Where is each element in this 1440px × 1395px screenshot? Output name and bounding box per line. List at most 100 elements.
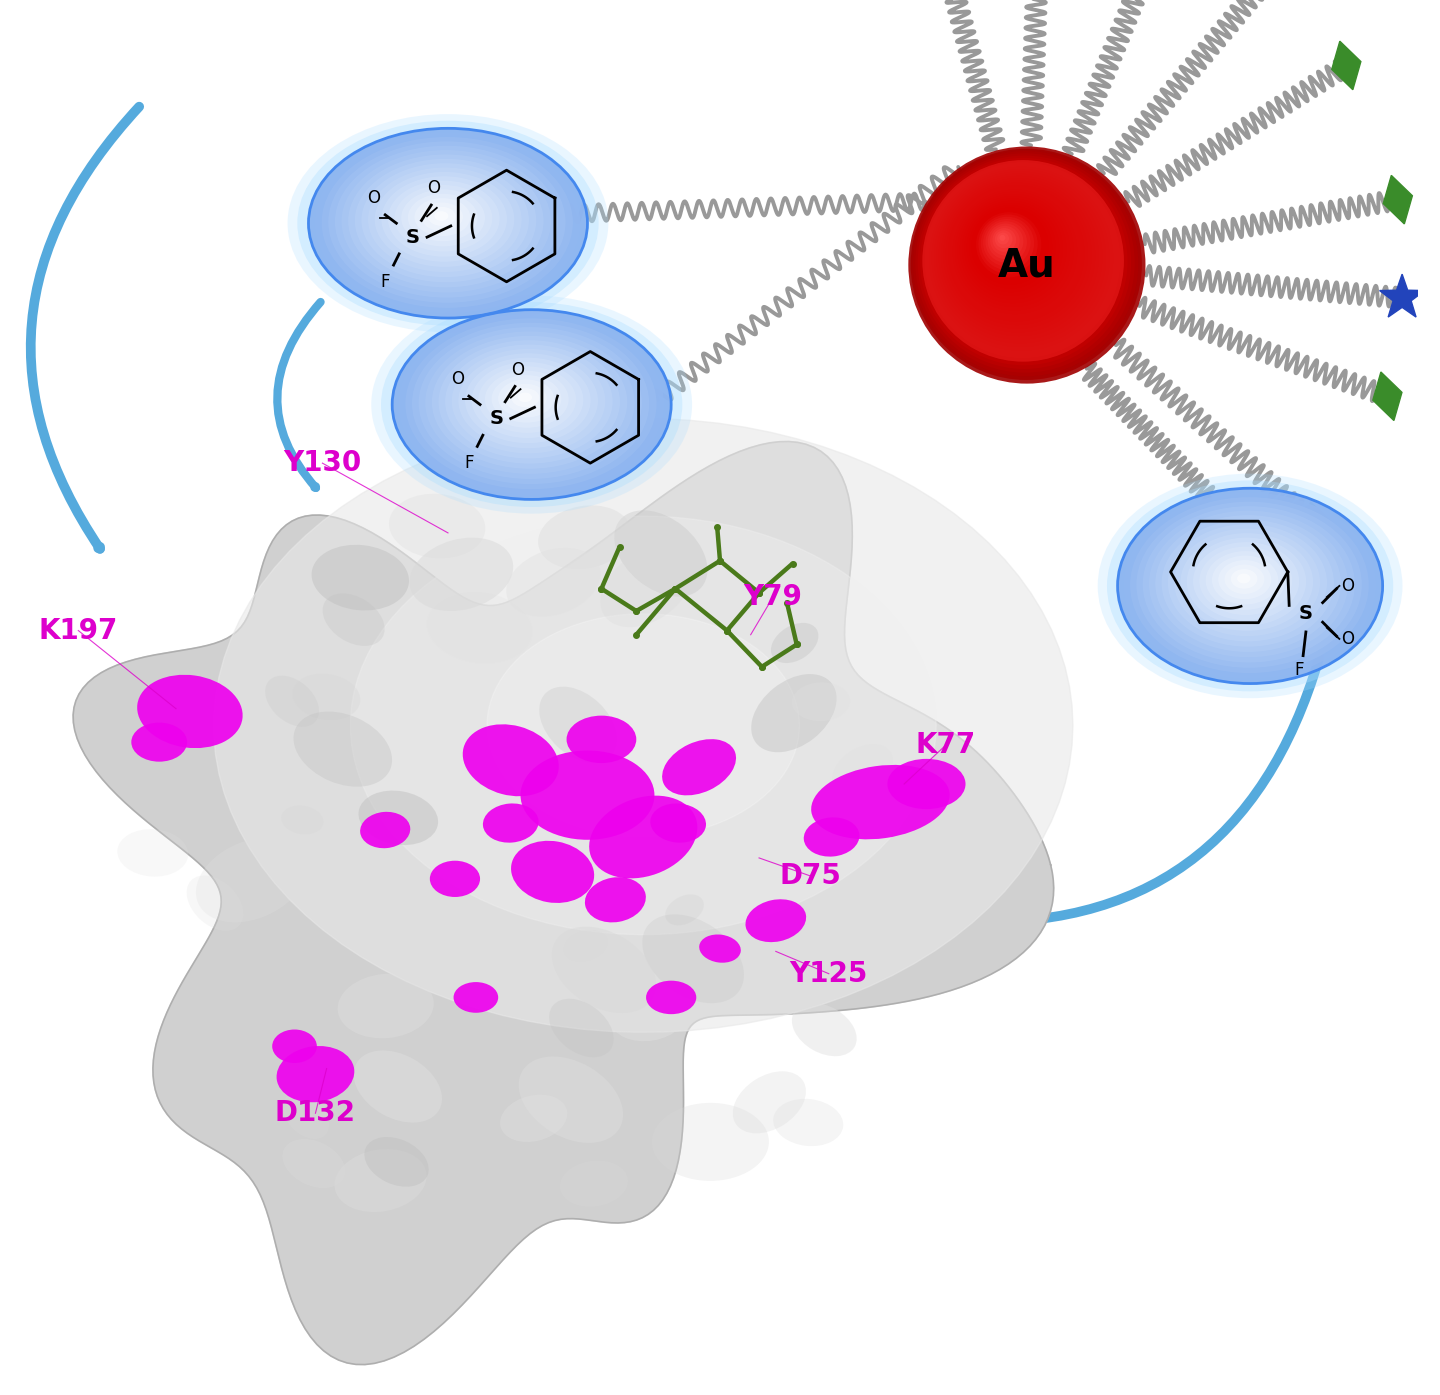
- Ellipse shape: [976, 212, 1041, 278]
- Ellipse shape: [932, 169, 1110, 347]
- Ellipse shape: [297, 121, 599, 325]
- Ellipse shape: [482, 804, 539, 843]
- Ellipse shape: [946, 183, 1089, 325]
- Ellipse shape: [465, 357, 590, 444]
- Ellipse shape: [972, 208, 1048, 285]
- Ellipse shape: [773, 1099, 844, 1147]
- Ellipse shape: [1143, 506, 1355, 663]
- Ellipse shape: [359, 791, 438, 845]
- Ellipse shape: [955, 191, 1074, 310]
- Text: D132: D132: [275, 1099, 356, 1127]
- Ellipse shape: [929, 167, 1113, 350]
- Ellipse shape: [1155, 515, 1341, 651]
- Ellipse shape: [364, 1137, 429, 1187]
- Polygon shape: [73, 442, 1054, 1364]
- Ellipse shape: [978, 215, 1038, 273]
- Text: Y125: Y125: [789, 960, 868, 988]
- Ellipse shape: [117, 829, 189, 876]
- Polygon shape: [1332, 42, 1361, 89]
- Ellipse shape: [462, 724, 559, 797]
- Ellipse shape: [507, 548, 600, 617]
- Ellipse shape: [348, 155, 543, 287]
- Ellipse shape: [991, 226, 1020, 255]
- Ellipse shape: [940, 179, 1096, 332]
- Ellipse shape: [1205, 551, 1286, 610]
- Text: K77: K77: [916, 731, 976, 759]
- Ellipse shape: [337, 974, 433, 1038]
- Text: D75: D75: [779, 862, 841, 890]
- Ellipse shape: [341, 151, 552, 293]
- Ellipse shape: [354, 159, 536, 282]
- Ellipse shape: [950, 187, 1081, 318]
- Ellipse shape: [276, 1046, 354, 1102]
- Ellipse shape: [752, 674, 837, 752]
- Ellipse shape: [336, 146, 559, 297]
- Ellipse shape: [311, 545, 409, 611]
- Ellipse shape: [408, 194, 478, 241]
- Polygon shape: [350, 516, 936, 935]
- Ellipse shape: [389, 494, 485, 558]
- Ellipse shape: [1237, 573, 1250, 583]
- Ellipse shape: [916, 153, 1135, 372]
- Ellipse shape: [485, 371, 569, 428]
- Ellipse shape: [511, 841, 595, 903]
- Polygon shape: [487, 614, 799, 837]
- Ellipse shape: [354, 1050, 442, 1123]
- Ellipse shape: [585, 877, 647, 922]
- Ellipse shape: [1224, 565, 1264, 594]
- Text: O: O: [1341, 631, 1354, 647]
- Polygon shape: [1384, 176, 1413, 225]
- Ellipse shape: [406, 318, 657, 490]
- Ellipse shape: [936, 173, 1103, 339]
- Ellipse shape: [1218, 561, 1272, 600]
- Ellipse shape: [811, 764, 950, 840]
- Ellipse shape: [1194, 543, 1299, 621]
- Ellipse shape: [1107, 480, 1394, 692]
- Ellipse shape: [958, 194, 1070, 307]
- Text: O: O: [428, 180, 441, 197]
- Ellipse shape: [609, 988, 688, 1041]
- Ellipse shape: [1200, 547, 1292, 615]
- Ellipse shape: [995, 230, 1012, 248]
- Text: Y130: Y130: [284, 449, 361, 477]
- Text: S: S: [406, 227, 420, 247]
- Text: O: O: [1341, 578, 1354, 594]
- Ellipse shape: [412, 322, 649, 484]
- Ellipse shape: [505, 384, 547, 413]
- Ellipse shape: [511, 388, 540, 407]
- Ellipse shape: [1212, 555, 1279, 604]
- Text: K197: K197: [39, 617, 118, 644]
- Ellipse shape: [392, 310, 671, 499]
- Ellipse shape: [415, 198, 471, 236]
- Ellipse shape: [948, 186, 1084, 321]
- Ellipse shape: [265, 675, 320, 727]
- Ellipse shape: [1097, 474, 1403, 699]
- Ellipse shape: [323, 593, 384, 646]
- Ellipse shape: [321, 137, 573, 308]
- Ellipse shape: [1136, 502, 1362, 668]
- Ellipse shape: [832, 744, 893, 795]
- Ellipse shape: [369, 167, 521, 272]
- Ellipse shape: [804, 817, 860, 857]
- Polygon shape: [1372, 372, 1403, 420]
- Ellipse shape: [292, 674, 360, 720]
- Ellipse shape: [733, 1071, 806, 1133]
- Text: O: O: [511, 361, 524, 378]
- Ellipse shape: [288, 114, 608, 332]
- Ellipse shape: [962, 198, 1063, 300]
- Ellipse shape: [131, 723, 187, 762]
- Ellipse shape: [425, 332, 635, 474]
- Ellipse shape: [615, 511, 707, 597]
- Ellipse shape: [1181, 533, 1313, 631]
- Ellipse shape: [665, 894, 704, 925]
- Ellipse shape: [652, 1103, 769, 1182]
- Ellipse shape: [651, 804, 706, 843]
- Ellipse shape: [409, 537, 513, 611]
- Ellipse shape: [382, 176, 507, 262]
- Ellipse shape: [187, 876, 243, 930]
- Ellipse shape: [500, 1095, 567, 1143]
- Ellipse shape: [792, 1003, 857, 1056]
- Ellipse shape: [992, 227, 1017, 251]
- Ellipse shape: [1168, 525, 1328, 642]
- Ellipse shape: [770, 624, 818, 663]
